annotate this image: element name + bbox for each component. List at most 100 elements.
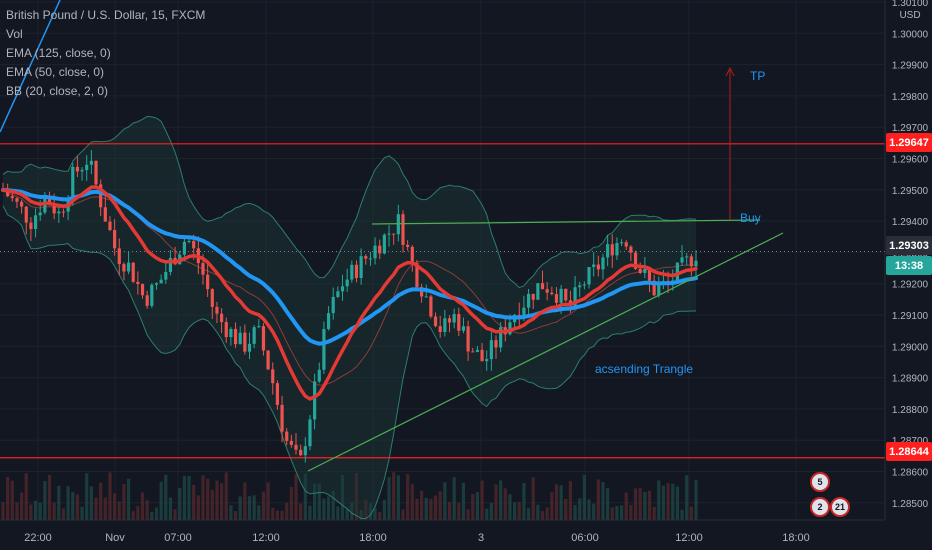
volume-bar <box>350 502 354 520</box>
volume-bar <box>140 492 145 520</box>
indicator-ema125[interactable]: EMA (125, close, 0) <box>6 46 111 60</box>
volume-bar <box>601 481 605 520</box>
economic-event-icon-us[interactable]: 2 <box>810 497 830 517</box>
candle-body <box>452 314 456 323</box>
currency-label: USD <box>899 10 920 21</box>
candle-body <box>615 242 619 256</box>
candle-body <box>313 381 317 420</box>
candle-body <box>415 263 419 288</box>
pattern-label: acsending Trangle <box>595 362 693 376</box>
candle-body <box>38 212 42 216</box>
candle-body <box>285 431 289 441</box>
candle-body <box>299 449 303 456</box>
volume-bar <box>550 492 554 520</box>
candle-body <box>15 198 19 202</box>
candle-body <box>99 184 103 208</box>
volume-bar <box>289 486 293 520</box>
volume-bar <box>294 474 298 520</box>
candle-body <box>247 343 252 352</box>
bb-upper <box>2 115 697 289</box>
time-tick-label: 12:00 <box>675 532 703 544</box>
price-tick-label: 1.29000 <box>892 342 929 353</box>
candle-body <box>331 296 335 314</box>
time-tick-label: 3 <box>478 532 484 544</box>
volume-bar <box>429 498 433 520</box>
volume-bar <box>433 495 438 520</box>
current-price-badge: 1.29303 <box>886 236 932 255</box>
candle-body <box>61 211 66 213</box>
volume-bar <box>299 503 303 520</box>
volume-bar <box>271 507 275 520</box>
time-tick-label: 12:00 <box>252 532 280 544</box>
candle-body <box>238 332 242 345</box>
volume-bar <box>317 483 321 520</box>
volume-bar <box>629 504 633 520</box>
volume-bar <box>406 474 410 520</box>
volume-bar <box>606 488 610 520</box>
volume-bar <box>615 506 619 520</box>
candle-body <box>578 285 582 288</box>
candle-body <box>294 444 298 450</box>
volume-bar <box>103 497 107 520</box>
volume-bar <box>113 493 117 520</box>
candle-body <box>633 252 638 269</box>
indicator-vol[interactable]: Vol <box>6 27 23 41</box>
candle-body <box>243 332 247 352</box>
chart-legend: British Pound / U.S. Dollar, 15, FXCM Vo… <box>6 6 205 101</box>
candle-body <box>229 328 233 338</box>
price-tick-label: 1.29500 <box>892 186 929 197</box>
candle-body <box>75 166 80 172</box>
volume-bar <box>480 480 484 520</box>
volume-bar <box>610 507 614 520</box>
horizontal-levels <box>0 143 885 459</box>
volume-bar <box>457 503 461 520</box>
volume-bar <box>443 482 447 520</box>
candle-body <box>596 264 600 270</box>
volume-bar <box>164 474 168 520</box>
candle-body <box>271 369 275 384</box>
resistance-price-badge: 1.29647 <box>886 133 932 152</box>
volume-bar <box>20 492 24 520</box>
candle-body <box>443 318 447 333</box>
indicator-bb[interactable]: BB (20, close, 2, 0) <box>6 84 109 98</box>
candle-body <box>164 271 168 280</box>
volume-bar <box>29 504 33 520</box>
volume-bar <box>508 494 512 520</box>
candle-body <box>378 245 382 254</box>
candle-body <box>29 222 33 229</box>
candle-body <box>257 326 261 328</box>
candle-body <box>592 264 596 268</box>
candle-body <box>201 263 205 275</box>
tp-arrow-head <box>725 66 735 77</box>
economic-event-icon-us-2[interactable]: 21 <box>830 497 850 517</box>
price-tick-label: 1.29800 <box>892 92 929 103</box>
candle-body <box>6 190 10 197</box>
volume-bar <box>466 509 470 520</box>
volume-bar <box>215 480 219 520</box>
volume-bar <box>475 492 480 520</box>
candle-body <box>233 328 238 345</box>
volume-bar <box>38 502 42 520</box>
price-tick-label: 1.30000 <box>892 29 929 40</box>
economic-event-icon[interactable]: 5 <box>810 472 830 492</box>
volume-bar <box>61 508 66 520</box>
volume-bar <box>336 506 340 520</box>
indicator-ema50[interactable]: EMA (50, close, 0) <box>6 65 105 79</box>
volume-bar <box>280 510 284 520</box>
symbol-title[interactable]: British Pound / U.S. Dollar, 15, FXCM <box>6 8 206 22</box>
candle-body <box>182 241 186 255</box>
volume-bar <box>331 490 335 520</box>
trend-line-top-left <box>0 0 61 133</box>
volume-bar <box>159 481 163 520</box>
candle-body <box>522 307 526 318</box>
candle-body <box>71 166 75 201</box>
candle-body <box>582 284 586 286</box>
price-tick-label: 1.28700 <box>892 436 929 447</box>
volume-bar <box>513 502 517 520</box>
volume-bar <box>322 498 326 520</box>
volume-bar <box>99 482 103 520</box>
volume-bar <box>382 499 386 520</box>
candle-body <box>499 327 503 348</box>
candle-body <box>610 244 614 256</box>
